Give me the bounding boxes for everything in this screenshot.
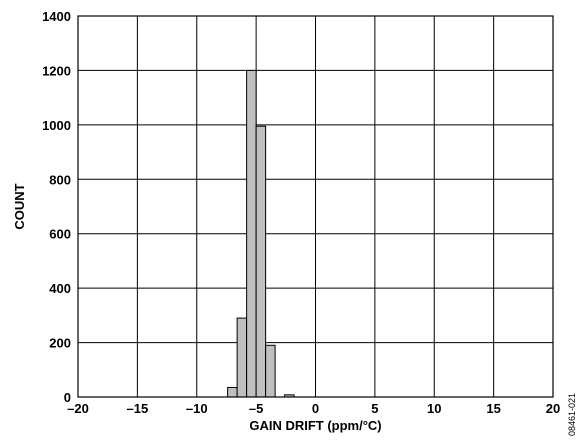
x-tick-label: 10 — [427, 401, 441, 416]
y-tick-label: 0 — [64, 390, 71, 405]
y-tick-labels: 0 200 400 600 800 1000 1200 1400 — [42, 9, 71, 405]
y-tick-label: 600 — [49, 227, 71, 242]
y-axis-label: COUNT — [12, 183, 27, 229]
x-tick-label: 0 — [312, 401, 319, 416]
y-tick-label: 1200 — [42, 63, 71, 78]
histogram-bar — [236, 317, 248, 398]
x-tick-label: –20 — [67, 401, 89, 416]
histogram-bar — [255, 125, 267, 398]
grid — [77, 15, 554, 398]
x-tick-labels: –20 –15 –10 –5 0 5 10 15 20 — [67, 401, 560, 416]
figure-code-label: 08461-021 — [567, 393, 577, 436]
y-tick-label: 200 — [49, 336, 71, 351]
x-axis-label: GAIN DRIFT (ppm/°C) — [249, 418, 381, 433]
x-tick-label: 20 — [546, 401, 560, 416]
x-tick-label: 15 — [486, 401, 500, 416]
histogram-bar — [227, 386, 238, 398]
histogram-bar — [246, 69, 257, 398]
histogram-bar — [265, 344, 276, 398]
y-tick-label: 800 — [49, 172, 71, 187]
x-tick-label: –10 — [186, 401, 208, 416]
y-tick-label: 1400 — [42, 9, 71, 24]
x-tick-label: –15 — [127, 401, 149, 416]
y-tick-label: 400 — [49, 281, 71, 296]
y-tick-label: 1000 — [42, 118, 71, 133]
plot-frame — [77, 15, 554, 398]
x-tick-label: –5 — [249, 401, 263, 416]
x-tick-label: 5 — [371, 401, 378, 416]
